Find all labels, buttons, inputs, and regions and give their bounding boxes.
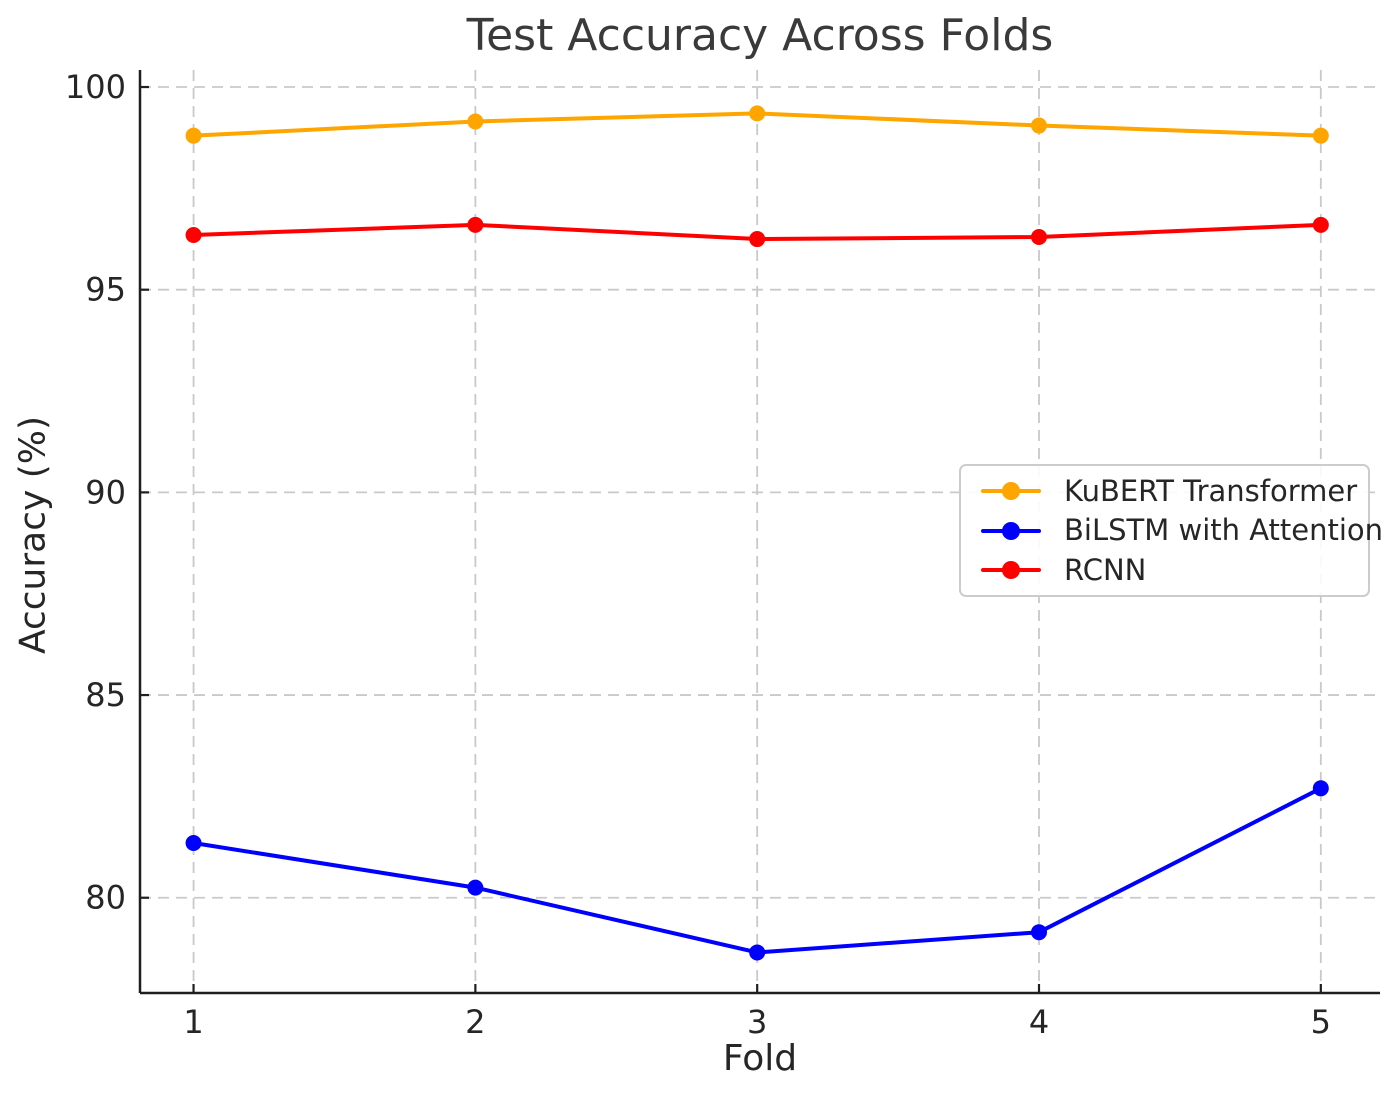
data-point xyxy=(467,113,484,130)
data-point xyxy=(1031,117,1047,134)
chart-title: Test Accuracy Across Folds xyxy=(466,10,1054,61)
x-tick-label: 4 xyxy=(1029,1003,1049,1041)
x-tick-label: 1 xyxy=(183,1003,203,1041)
data-point xyxy=(1031,924,1047,941)
data-point xyxy=(467,879,484,896)
y-tick-label: 90 xyxy=(85,473,126,511)
legend-dot-icon xyxy=(1002,482,1020,500)
y-tick-label: 100 xyxy=(65,68,126,106)
legend-label: KuBERT Transformer xyxy=(1064,473,1358,508)
legend-dot-icon xyxy=(1002,561,1020,579)
legend-label: RCNN xyxy=(1064,552,1147,587)
x-tick-label: 3 xyxy=(747,1003,767,1041)
data-point xyxy=(1312,127,1329,144)
data-point xyxy=(185,127,202,144)
data-point xyxy=(749,105,766,122)
data-point xyxy=(1031,229,1047,246)
data-point xyxy=(1312,780,1329,797)
data-point xyxy=(1312,216,1329,233)
legend-marker-line-dot-icon xyxy=(981,561,1041,579)
data-point xyxy=(185,835,202,852)
legend-item: KuBERT Transformer xyxy=(981,473,1368,508)
legend-label: BiLSTM with Attention xyxy=(1064,513,1384,547)
legend-marker-line-dot-icon xyxy=(981,482,1041,500)
y-tick-label: 85 xyxy=(85,676,126,714)
data-point xyxy=(185,226,202,243)
x-axis-label: Fold xyxy=(722,1038,798,1079)
data-point xyxy=(749,944,766,961)
data-point xyxy=(749,231,766,248)
legend-dot-icon xyxy=(1002,521,1020,540)
legend-item: RCNN xyxy=(981,552,1368,587)
legend-item: BiLSTM with Attention xyxy=(981,516,1383,545)
y-tick-label: 95 xyxy=(85,271,126,309)
legend: KuBERT Transformer BiLSTM with Attention… xyxy=(959,464,1383,597)
x-tick-label: 5 xyxy=(1311,1003,1331,1041)
x-tick-label: 2 xyxy=(465,1003,485,1041)
y-axis-label: Accuracy (%) xyxy=(12,415,54,655)
legend-marker-line-dot-icon xyxy=(981,521,1041,540)
data-point xyxy=(467,216,484,233)
y-tick-label: 80 xyxy=(85,879,126,917)
